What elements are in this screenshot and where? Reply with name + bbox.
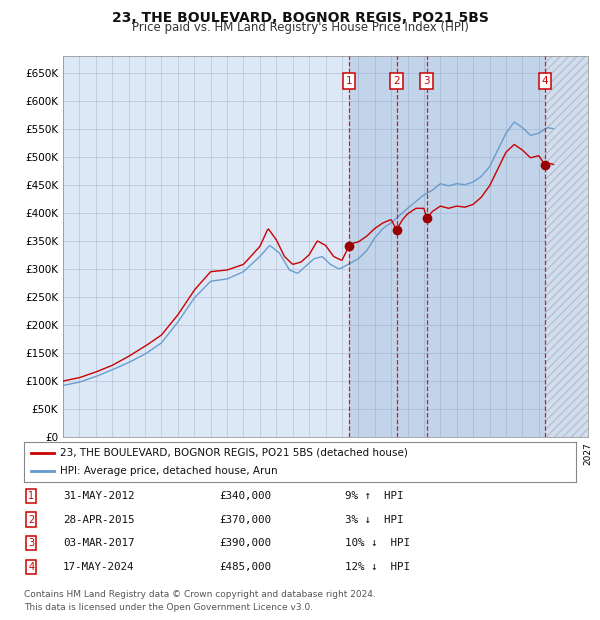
Text: 12% ↓  HPI: 12% ↓ HPI (345, 562, 410, 572)
Text: 4: 4 (28, 562, 34, 572)
Text: 3: 3 (424, 76, 430, 86)
Text: 1: 1 (346, 76, 352, 86)
Text: 9% ↑  HPI: 9% ↑ HPI (345, 491, 404, 501)
Text: 1: 1 (28, 491, 34, 501)
Text: £370,000: £370,000 (219, 515, 271, 525)
Text: 03-MAR-2017: 03-MAR-2017 (63, 538, 134, 548)
Text: £485,000: £485,000 (219, 562, 271, 572)
Text: 3% ↓  HPI: 3% ↓ HPI (345, 515, 404, 525)
Text: Contains HM Land Registry data © Crown copyright and database right 2024.
This d: Contains HM Land Registry data © Crown c… (24, 590, 376, 612)
Text: 2: 2 (28, 515, 34, 525)
Text: 10% ↓  HPI: 10% ↓ HPI (345, 538, 410, 548)
Bar (545, 56, 588, 437)
Text: 3: 3 (28, 538, 34, 548)
Text: £340,000: £340,000 (219, 491, 271, 501)
Text: 28-APR-2015: 28-APR-2015 (63, 515, 134, 525)
Text: HPI: Average price, detached house, Arun: HPI: Average price, detached house, Arun (60, 466, 278, 477)
Text: 31-MAY-2012: 31-MAY-2012 (63, 491, 134, 501)
Text: 23, THE BOULEVARD, BOGNOR REGIS, PO21 5BS: 23, THE BOULEVARD, BOGNOR REGIS, PO21 5B… (112, 11, 488, 25)
Text: 23, THE BOULEVARD, BOGNOR REGIS, PO21 5BS (detached house): 23, THE BOULEVARD, BOGNOR REGIS, PO21 5B… (60, 448, 408, 458)
Text: Price paid vs. HM Land Registry's House Price Index (HPI): Price paid vs. HM Land Registry's House … (131, 21, 469, 34)
Text: 2: 2 (393, 76, 400, 86)
Text: £390,000: £390,000 (219, 538, 271, 548)
Bar (349, 56, 545, 437)
Bar (545, 56, 588, 437)
Bar (545, 56, 588, 437)
Text: 4: 4 (542, 76, 548, 86)
Text: 17-MAY-2024: 17-MAY-2024 (63, 562, 134, 572)
